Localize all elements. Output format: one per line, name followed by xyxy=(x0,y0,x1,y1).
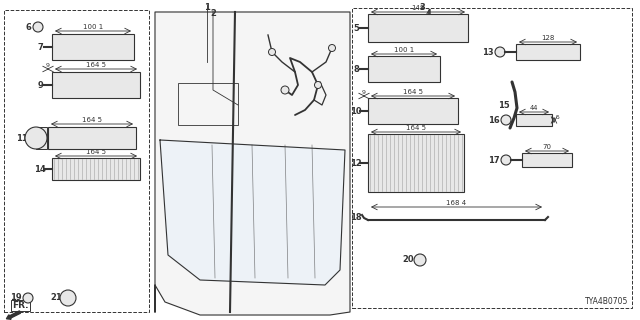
Bar xyxy=(52,34,134,60)
Text: 164 5: 164 5 xyxy=(406,125,426,131)
Circle shape xyxy=(495,47,505,57)
Text: 164 5: 164 5 xyxy=(403,89,423,95)
Bar xyxy=(4,10,149,312)
Bar xyxy=(368,134,464,192)
Text: 9: 9 xyxy=(37,81,43,90)
Circle shape xyxy=(414,254,426,266)
Circle shape xyxy=(60,290,76,306)
Bar xyxy=(178,83,238,125)
Circle shape xyxy=(501,155,511,165)
Text: 14: 14 xyxy=(34,164,46,173)
Polygon shape xyxy=(160,140,345,285)
Text: 4: 4 xyxy=(425,9,431,18)
Text: 70: 70 xyxy=(543,144,552,150)
Text: 13: 13 xyxy=(482,47,494,57)
Bar xyxy=(522,153,572,167)
Text: 7: 7 xyxy=(37,43,43,52)
Text: 20: 20 xyxy=(402,255,414,265)
Text: 15: 15 xyxy=(498,100,510,109)
Polygon shape xyxy=(155,12,350,315)
Circle shape xyxy=(314,82,321,89)
Text: 164 5: 164 5 xyxy=(82,117,102,123)
Text: 3: 3 xyxy=(419,3,425,12)
Text: 5: 5 xyxy=(353,23,359,33)
Text: 100 1: 100 1 xyxy=(83,24,103,30)
Text: 18: 18 xyxy=(350,212,362,221)
Bar xyxy=(36,127,47,149)
Text: 164 5: 164 5 xyxy=(86,149,106,155)
Circle shape xyxy=(25,127,47,149)
Bar xyxy=(352,8,632,308)
Bar xyxy=(516,114,552,126)
Text: TYA4B0705: TYA4B0705 xyxy=(584,297,628,306)
Text: 8: 8 xyxy=(353,65,359,74)
Text: 10: 10 xyxy=(350,107,362,116)
Bar xyxy=(368,14,468,42)
Text: 11: 11 xyxy=(16,133,28,142)
Bar xyxy=(368,98,458,124)
Text: 44: 44 xyxy=(530,105,538,111)
Bar xyxy=(368,56,440,82)
Text: 128: 128 xyxy=(541,35,555,41)
Text: 17: 17 xyxy=(488,156,500,164)
Text: 164 5: 164 5 xyxy=(86,62,106,68)
Text: 19: 19 xyxy=(10,293,22,302)
Text: 16: 16 xyxy=(488,116,500,124)
Bar xyxy=(516,44,580,60)
Circle shape xyxy=(33,22,43,32)
Circle shape xyxy=(501,115,511,125)
Text: 6: 6 xyxy=(25,22,31,31)
Text: 21: 21 xyxy=(50,293,62,302)
Text: 100 1: 100 1 xyxy=(394,47,414,53)
Circle shape xyxy=(328,44,335,52)
Circle shape xyxy=(23,293,33,303)
Text: 2: 2 xyxy=(210,9,216,18)
Text: 9: 9 xyxy=(362,90,366,95)
Text: 1: 1 xyxy=(204,3,210,12)
Text: 5: 5 xyxy=(555,115,559,120)
FancyArrow shape xyxy=(6,311,20,319)
Text: 148: 148 xyxy=(412,5,425,11)
Bar xyxy=(52,158,140,180)
Text: FR.: FR. xyxy=(12,301,29,310)
Circle shape xyxy=(269,49,275,55)
Circle shape xyxy=(281,86,289,94)
Text: 168 4: 168 4 xyxy=(447,200,467,206)
Text: 9: 9 xyxy=(46,63,50,68)
Text: 12: 12 xyxy=(350,158,362,167)
Bar xyxy=(48,127,136,149)
Bar xyxy=(52,72,140,98)
